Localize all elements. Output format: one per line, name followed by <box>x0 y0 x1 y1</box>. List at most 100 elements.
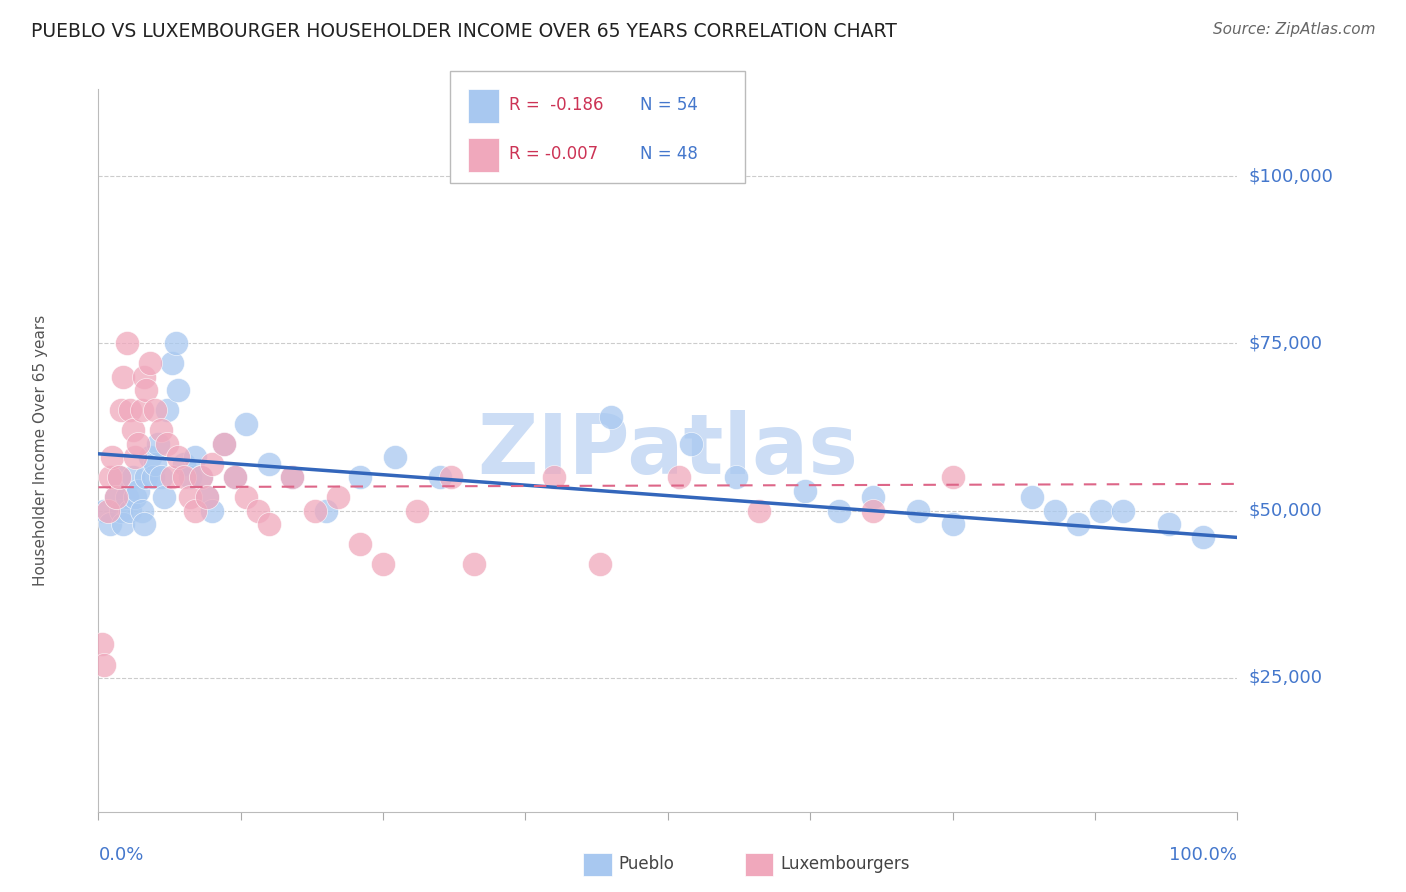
Point <box>184 450 207 464</box>
Point <box>543 470 565 484</box>
Point <box>179 490 201 504</box>
Text: Source: ZipAtlas.com: Source: ZipAtlas.com <box>1212 22 1375 37</box>
Point <box>384 450 406 464</box>
Point <box>190 470 212 484</box>
Point <box>281 470 304 484</box>
Text: $25,000: $25,000 <box>1249 669 1323 687</box>
Point <box>440 470 463 484</box>
Point <box>463 557 485 572</box>
Point <box>110 503 132 517</box>
Point <box>120 403 142 417</box>
Point <box>1043 503 1066 517</box>
Point <box>120 503 142 517</box>
Text: N = 48: N = 48 <box>640 145 697 163</box>
Point <box>281 470 304 484</box>
Point <box>212 436 235 450</box>
Point <box>156 436 179 450</box>
Point <box>124 490 146 504</box>
Point <box>127 483 149 498</box>
Point <box>406 503 429 517</box>
Point <box>108 470 131 484</box>
Point <box>121 470 143 484</box>
Point <box>165 336 187 351</box>
Point <box>862 490 884 504</box>
Text: N = 54: N = 54 <box>640 95 697 114</box>
Point <box>145 457 167 471</box>
Point <box>588 557 610 572</box>
Point <box>132 517 155 532</box>
Point <box>93 657 115 672</box>
Point <box>326 490 349 504</box>
Point <box>304 503 326 517</box>
Point <box>108 470 131 484</box>
Point <box>1067 517 1090 532</box>
Point <box>124 450 146 464</box>
Point <box>184 503 207 517</box>
Point <box>153 490 176 504</box>
Point <box>195 490 218 504</box>
Point <box>115 336 138 351</box>
Point <box>235 417 257 431</box>
Point <box>224 470 246 484</box>
Point <box>224 470 246 484</box>
Point <box>1157 517 1180 532</box>
Text: $50,000: $50,000 <box>1249 501 1322 520</box>
Point <box>349 470 371 484</box>
Point <box>132 369 155 384</box>
Point <box>131 503 153 517</box>
Point <box>1090 503 1112 517</box>
Text: Pueblo: Pueblo <box>619 855 675 873</box>
Point <box>162 470 184 484</box>
Point <box>93 503 115 517</box>
Point <box>828 503 851 517</box>
Point <box>259 517 281 532</box>
Text: $75,000: $75,000 <box>1249 334 1323 352</box>
Point <box>725 470 748 484</box>
Point <box>167 384 190 398</box>
Point <box>246 503 269 517</box>
Point <box>748 503 770 517</box>
Point <box>679 436 702 450</box>
Point <box>195 490 218 504</box>
Text: Luxembourgers: Luxembourgers <box>780 855 910 873</box>
Point <box>162 356 184 371</box>
Text: R = -0.007: R = -0.007 <box>509 145 598 163</box>
Point <box>135 384 157 398</box>
Point <box>173 470 195 484</box>
Text: 100.0%: 100.0% <box>1170 847 1237 864</box>
Text: PUEBLO VS LUXEMBOURGER HOUSEHOLDER INCOME OVER 65 YEARS CORRELATION CHART: PUEBLO VS LUXEMBOURGER HOUSEHOLDER INCOM… <box>31 22 897 41</box>
Point <box>1021 490 1043 504</box>
Point <box>942 517 965 532</box>
Point <box>1192 530 1215 544</box>
Point <box>156 403 179 417</box>
Point <box>201 503 224 517</box>
Point <box>138 450 160 464</box>
Point <box>315 503 337 517</box>
Point <box>429 470 451 484</box>
Point <box>145 403 167 417</box>
Point <box>201 457 224 471</box>
Point <box>96 503 118 517</box>
Point <box>142 470 165 484</box>
Point <box>98 517 121 532</box>
Point <box>98 470 121 484</box>
Point <box>121 424 143 438</box>
Point <box>127 436 149 450</box>
Point <box>135 470 157 484</box>
Text: ZIPatlas: ZIPatlas <box>478 410 858 491</box>
Point <box>115 490 138 504</box>
Point <box>167 450 190 464</box>
Text: 0.0%: 0.0% <box>98 847 143 864</box>
Text: R =  -0.186: R = -0.186 <box>509 95 603 114</box>
Point <box>1112 503 1135 517</box>
Point <box>90 637 112 651</box>
Point <box>942 470 965 484</box>
Text: $100,000: $100,000 <box>1249 167 1333 186</box>
Point <box>600 410 623 425</box>
Point <box>235 490 257 504</box>
Point <box>668 470 690 484</box>
Point <box>104 490 127 504</box>
Point <box>349 537 371 551</box>
Point <box>371 557 394 572</box>
Text: Householder Income Over 65 years: Householder Income Over 65 years <box>32 315 48 586</box>
